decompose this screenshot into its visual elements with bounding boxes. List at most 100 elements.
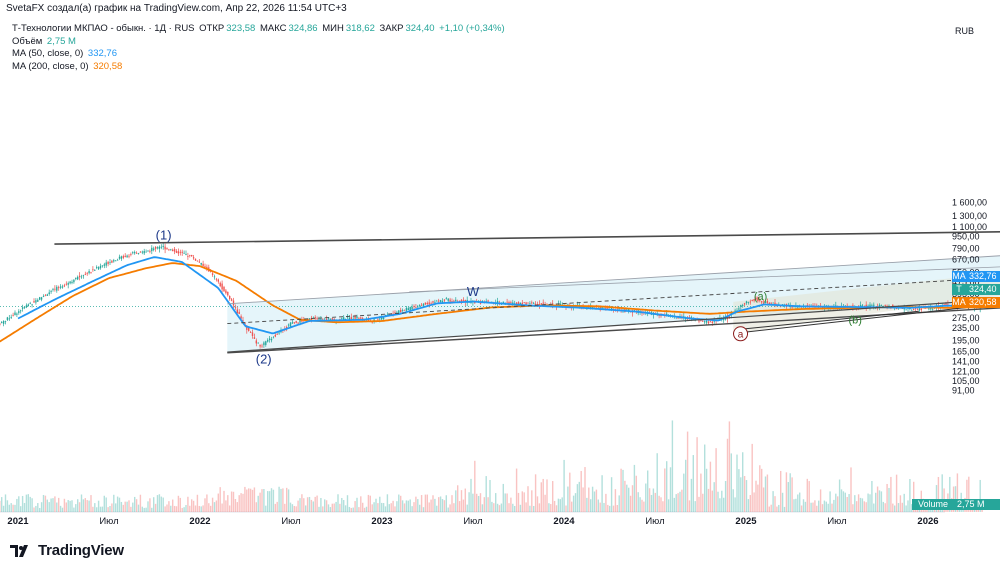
volume-bar [168,501,170,512]
volume-bar [495,493,497,512]
candle-body [99,265,102,269]
volume-bar [641,499,643,512]
volume-bar [164,506,166,512]
volume-bar [781,492,784,512]
volume-bar [565,505,567,512]
candle-body [766,301,769,303]
volume-bar [453,503,455,512]
ma200-price-tag: MA 320,58 [952,297,1000,308]
volume-bar [287,489,290,512]
x-tick-label: 2024 [553,516,575,527]
volume-bar [27,494,29,512]
volume-bar [759,465,761,512]
volume-bar [40,502,43,512]
volume-bar [626,484,628,512]
volume-bar [305,505,307,512]
volume-bar [810,502,812,512]
volume-bar [667,499,670,512]
volume-bar [325,500,328,512]
volume-bar [286,487,288,512]
candle-body [33,301,35,303]
volume-bar [966,479,968,512]
volume-bar [248,488,250,512]
volume-bar [272,489,275,512]
volume-bar [156,495,159,512]
candle-body [607,307,609,309]
candle-body [451,301,453,302]
volume-bar [937,476,940,512]
volume-bar [675,494,677,512]
volume-bar [785,472,788,512]
volume-bar [84,498,86,512]
volume-bar [827,503,829,512]
candle-body [12,314,14,316]
candle-body [709,321,712,323]
volume-bar [284,503,286,512]
volume-bar [227,495,229,512]
candle-body [145,251,147,253]
volume-bar [139,494,142,512]
volume-bar [318,506,320,512]
ma200-legend[interactable]: MA (200, close, 0) 320,58 [12,61,507,74]
volume-bar [666,461,668,512]
volume-bar [31,498,33,512]
volume-bar [56,502,58,512]
midline-dashed [227,277,1000,325]
volume-bar [177,495,180,512]
volume-bar [0,500,1,512]
candle-body [147,250,149,252]
volume-bar [278,486,280,512]
candle-body [154,246,157,249]
volume-bar [913,481,915,512]
volume-bar [483,497,485,512]
candle-body [529,303,531,305]
volume-bar [576,484,579,512]
volume-bar [614,489,617,512]
y-tick-label: 105,00 [952,376,980,386]
volume-bar [306,497,309,512]
volume-bar [303,498,305,512]
symbol-row: Т-Технологии МКПАО - обыкн. · 1Д · RUS О… [12,23,507,36]
candle-body [71,281,73,283]
volume-bar [219,487,221,512]
volume-bar [753,492,755,512]
volume-bar [358,507,360,512]
candle-body [249,332,252,333]
y-tick-label: 950,00 [952,232,980,242]
volume-bar [555,505,558,512]
volume-bar [679,491,681,512]
candle-body [172,249,174,252]
volume-bar [2,505,5,512]
volume-bar [263,489,265,512]
volume-bar [111,503,113,512]
candle-body [90,272,92,274]
volume-bar [426,494,428,512]
candle-body [426,302,428,304]
candle-body [246,325,248,330]
candle-body [80,276,83,278]
volume-bar [14,504,16,512]
volume-bar [840,489,843,512]
symbol-name[interactable]: Т-Технологии МКПАО - обыкн. · 1Д · RUS [12,23,195,34]
candle-body [75,277,77,279]
low-value: 318,62 [345,23,375,34]
candle-body [880,305,883,306]
candle-body [16,313,18,315]
candle-body [103,264,105,266]
volume-bar [776,506,778,512]
volume-bar [92,506,94,512]
volume-bar [605,493,607,512]
volume-bar [757,484,759,512]
volume-bar [113,494,115,512]
candle-body [58,287,60,289]
candle-body [711,321,713,323]
ma200-value: 320,58 [93,60,123,72]
ma50-legend[interactable]: MA (50, close, 0) 332,76 [12,48,507,61]
volume-bar [166,504,168,512]
volume-legend[interactable]: Объём 2,75 M [12,36,507,49]
tradingview-logo[interactable]: TradingView [10,542,124,559]
volume-bar [702,493,704,512]
candle-body [430,303,432,305]
close-label: ЗАКР [379,23,404,34]
